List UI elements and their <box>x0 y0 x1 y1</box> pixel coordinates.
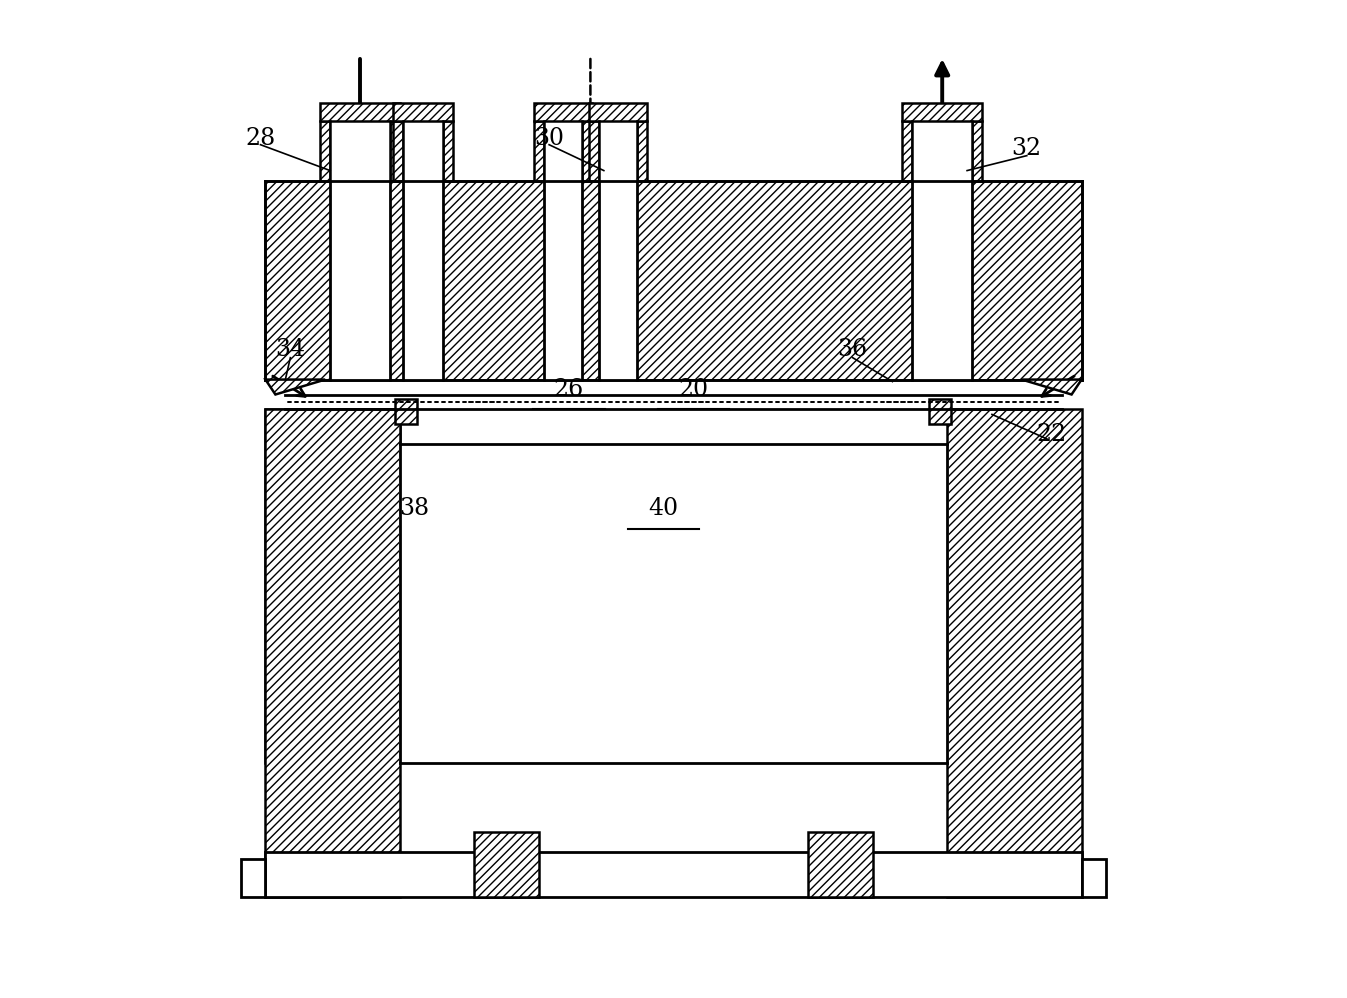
Bar <box>330 121 389 181</box>
Bar <box>589 103 647 121</box>
Bar <box>1082 859 1106 897</box>
Bar <box>544 181 582 379</box>
Bar <box>265 409 400 897</box>
Bar <box>902 121 912 181</box>
Bar <box>544 121 582 181</box>
Bar <box>265 409 400 762</box>
Bar <box>535 103 591 121</box>
Polygon shape <box>265 379 325 394</box>
Text: 22: 22 <box>1037 423 1067 446</box>
Text: 38: 38 <box>400 497 430 520</box>
Bar <box>400 444 947 762</box>
Bar <box>403 121 443 181</box>
Bar <box>535 121 544 181</box>
Bar <box>637 121 647 181</box>
Bar <box>265 852 1082 897</box>
Bar <box>929 399 951 424</box>
Text: 30: 30 <box>535 127 564 151</box>
Text: 40: 40 <box>648 497 679 520</box>
Bar <box>389 121 400 181</box>
Bar <box>443 121 453 181</box>
Text: 26: 26 <box>554 378 585 401</box>
Polygon shape <box>1022 379 1082 394</box>
Bar <box>902 103 982 121</box>
Text: 20: 20 <box>679 378 709 401</box>
Bar <box>912 181 973 379</box>
Bar <box>330 181 389 379</box>
Bar <box>321 121 330 181</box>
Bar <box>321 103 400 121</box>
Text: 36: 36 <box>838 338 867 361</box>
Bar <box>265 181 1082 379</box>
Text: 32: 32 <box>1012 137 1041 161</box>
Bar <box>393 121 403 181</box>
Bar <box>582 121 591 181</box>
Bar <box>395 399 416 424</box>
Bar <box>474 832 539 897</box>
Bar <box>403 181 443 379</box>
Bar <box>393 103 453 121</box>
Bar <box>947 409 1082 897</box>
Bar <box>599 181 637 379</box>
Text: 34: 34 <box>275 338 306 361</box>
Bar <box>808 832 873 897</box>
Bar <box>589 121 599 181</box>
Bar <box>912 121 973 181</box>
Bar <box>599 121 637 181</box>
Bar <box>973 121 982 181</box>
Text: 28: 28 <box>245 127 276 151</box>
Bar <box>241 859 265 897</box>
